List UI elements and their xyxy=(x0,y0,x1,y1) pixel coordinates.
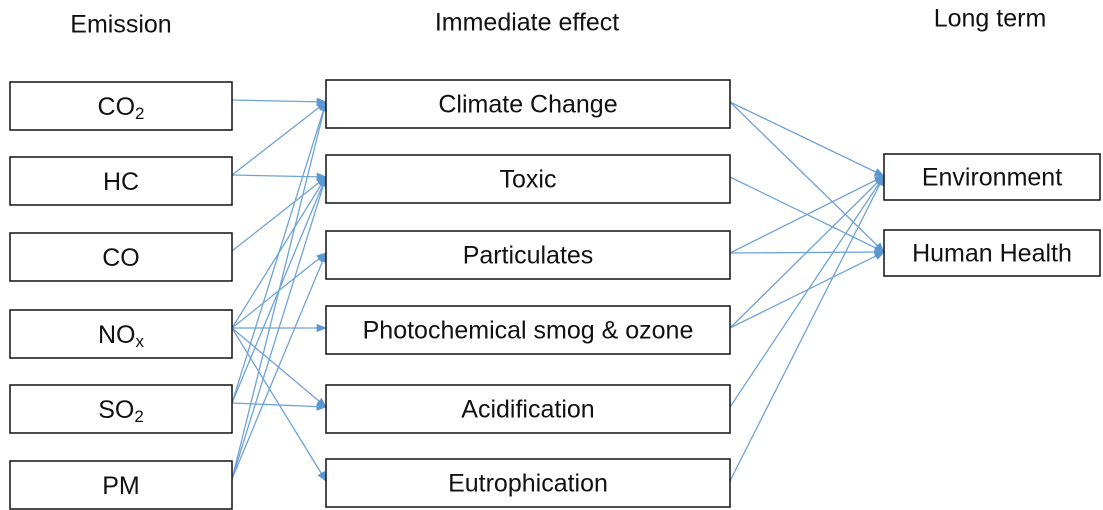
emission-text: NO xyxy=(98,321,136,349)
emission-label: CO2 xyxy=(98,93,145,124)
emission-text: HC xyxy=(103,168,139,196)
arrow xyxy=(729,175,885,408)
arrow xyxy=(231,402,328,411)
emission-subscript: 2 xyxy=(135,104,144,123)
arrow xyxy=(729,101,885,177)
emission-subscript: x xyxy=(136,332,145,351)
effect-box xyxy=(325,79,731,129)
effect-label: Particulates xyxy=(463,242,594,270)
effect-label: Eutrophication xyxy=(448,470,608,498)
edges xyxy=(231,97,886,482)
emission-box xyxy=(9,309,233,359)
arrow xyxy=(231,172,328,181)
emission-label: SO2 xyxy=(98,396,144,427)
arrow xyxy=(231,252,327,480)
emission-box xyxy=(9,384,233,434)
header-emission: Emission xyxy=(70,11,171,39)
effect-box xyxy=(325,458,731,508)
arrow xyxy=(729,175,885,329)
emission-subscript: 2 xyxy=(134,407,143,426)
arrow xyxy=(231,176,327,252)
arrow xyxy=(231,176,328,480)
long-term-label: Environment xyxy=(922,164,1062,192)
effect-box xyxy=(325,154,731,204)
arrow xyxy=(231,97,328,106)
emission-label: CO xyxy=(102,244,140,272)
emission-box xyxy=(9,156,233,206)
arrow xyxy=(231,100,328,480)
arrow xyxy=(729,175,885,482)
effect-label: Acidification xyxy=(461,396,594,424)
effect-box xyxy=(325,305,731,355)
effect-box xyxy=(325,384,731,434)
emission-label: PM xyxy=(102,472,140,500)
arrow xyxy=(231,101,328,404)
emission-label: NOx xyxy=(98,321,145,352)
emission-text: CO xyxy=(102,244,140,272)
emission-text: SO xyxy=(98,396,134,424)
emission-label: HC xyxy=(103,168,139,196)
emission-text: CO xyxy=(98,93,136,121)
emission-box xyxy=(9,81,233,131)
arrow xyxy=(729,175,885,254)
emission-box xyxy=(9,460,233,510)
header-long-term: Long term xyxy=(934,5,1047,33)
effect-box xyxy=(325,230,731,280)
effect-label: Toxic xyxy=(500,166,557,194)
header-immediate: Immediate effect xyxy=(435,9,619,37)
effect-label: Photochemical smog & ozone xyxy=(363,317,694,345)
long-term-box xyxy=(883,229,1101,277)
long-term-box xyxy=(883,153,1101,201)
emission-box xyxy=(9,232,233,282)
emission-text: PM xyxy=(102,472,140,500)
arrow xyxy=(729,251,885,329)
arrow xyxy=(231,101,327,176)
effect-label: Climate Change xyxy=(438,91,617,119)
long-term-label: Human Health xyxy=(912,240,1072,268)
arrow xyxy=(729,101,885,253)
